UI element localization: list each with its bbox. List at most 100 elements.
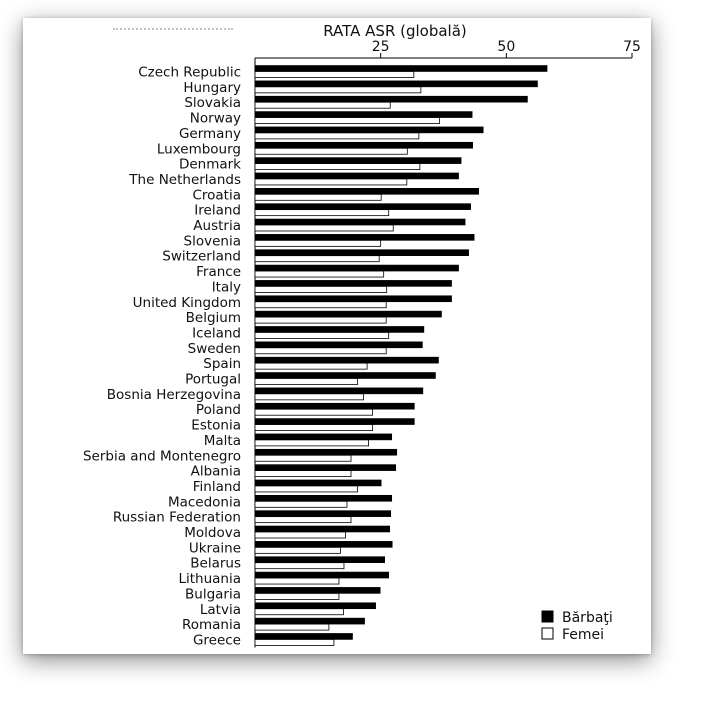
category-label: Slovakia [184, 95, 241, 111]
chart-title: RATA ASR (globală) [323, 22, 467, 40]
bar-barbati [254, 141, 473, 149]
bar-femei [254, 132, 420, 140]
bar-barbati [254, 556, 385, 564]
legend-label-barbati: Bărbaţi [562, 610, 613, 626]
category-label: Albania [191, 464, 241, 480]
bar-femei [254, 639, 335, 646]
bar-femei [254, 86, 422, 94]
bar-barbati [254, 602, 376, 610]
cropped-header-fragment [113, 28, 233, 38]
bar-femei [254, 393, 364, 401]
bar-femei [254, 224, 394, 232]
bar-barbati [254, 418, 415, 425]
category-label: Romania [182, 617, 241, 633]
bar-barbati [254, 402, 415, 410]
bar-barbati [254, 356, 439, 364]
category-label: Estonia [191, 418, 241, 434]
category-label: Croatia [192, 187, 241, 203]
bar-barbati [254, 571, 390, 579]
category-label: Poland [196, 402, 241, 418]
bar-barbati [254, 218, 466, 226]
category-label: Czech Republic [138, 65, 241, 81]
category-label: Austria [193, 218, 241, 234]
category-label: Denmark [179, 157, 241, 173]
category-label: Germany [179, 126, 241, 142]
bar-barbati [254, 264, 459, 272]
x-tick-label: 75 [623, 39, 641, 55]
bar-barbati [254, 126, 484, 134]
bar-barbati [254, 157, 462, 164]
bar-femei [254, 439, 370, 447]
bar-barbati [254, 341, 423, 349]
bar-femei [254, 209, 390, 217]
bar-barbati [254, 80, 538, 88]
bar-barbati [254, 479, 382, 487]
bar-femei [254, 485, 358, 493]
bar-barbati [254, 387, 424, 395]
bar-femei [254, 378, 358, 385]
legend-swatch-femei [541, 627, 554, 640]
category-label: France [196, 264, 241, 280]
bar-femei [254, 316, 387, 324]
category-label: Belarus [190, 556, 241, 572]
bar-barbati [254, 494, 393, 502]
bar-femei [254, 531, 346, 539]
bar-femei [254, 546, 341, 554]
bar-femei [254, 347, 387, 355]
category-label: Sweden [188, 341, 241, 357]
bar-femei [254, 301, 387, 309]
bar-barbati [254, 203, 471, 210]
bar-femei [254, 71, 415, 78]
bar-femei [254, 117, 440, 124]
category-label: Serbia and Montenegro [83, 448, 241, 464]
bar-femei [254, 362, 368, 370]
bar-femei [254, 163, 421, 171]
bar-femei [254, 516, 352, 524]
bar-barbati [254, 633, 353, 640]
category-label: Latvia [200, 602, 241, 618]
bar-femei [254, 623, 330, 631]
bar-femei [254, 454, 352, 462]
category-label: Luxembourg [157, 141, 241, 157]
category-label: Malta [204, 433, 241, 449]
category-label: Italy [212, 279, 241, 295]
x-tick-label: 25 [372, 39, 390, 55]
bar-femei [254, 285, 388, 293]
category-label: Iceland [192, 325, 241, 341]
bar-barbati [254, 188, 479, 195]
bar-femei [254, 470, 352, 478]
bar-barbati [254, 310, 442, 318]
bar-barbati [254, 95, 528, 103]
bar-barbati [254, 372, 436, 379]
bar-chart: RATA ASR (globală) 25 50 75 Czech Republic… [83, 22, 641, 648]
category-label: Belgium [186, 310, 241, 326]
bar-femei [254, 500, 348, 508]
legend-label-femei: Femei [562, 627, 604, 643]
bar-barbati [254, 172, 459, 180]
bar-femei [254, 147, 408, 155]
category-label: The Netherlands [128, 172, 241, 188]
category-label: Slovenia [184, 233, 241, 249]
bar-femei [254, 408, 374, 416]
bar-femei [254, 424, 374, 431]
bar-barbati [254, 587, 381, 594]
bar-barbati [254, 249, 469, 256]
bar-femei [254, 608, 344, 616]
bar-barbati [254, 65, 548, 72]
category-label: Hungary [183, 80, 241, 96]
bar-barbati [254, 448, 398, 456]
legend-swatch-barbati [541, 610, 554, 623]
category-label: Ukraine [189, 540, 241, 556]
category-label: Bulgaria [185, 586, 241, 602]
bar-barbati [254, 326, 425, 333]
category-label: Bosnia Herzegovina [107, 387, 241, 403]
x-tick-label: 50 [497, 39, 515, 55]
bar-barbati [254, 525, 391, 533]
bar-femei [254, 193, 382, 201]
bar-femei [254, 101, 391, 109]
category-label: Macedonia [168, 494, 241, 510]
category-label: Ireland [194, 203, 241, 219]
chart-card: RATA ASR (globală) 25 50 75 Czech Republic… [23, 18, 651, 654]
category-label: Greece [193, 632, 241, 648]
category-label: United Kingdom [133, 295, 241, 311]
